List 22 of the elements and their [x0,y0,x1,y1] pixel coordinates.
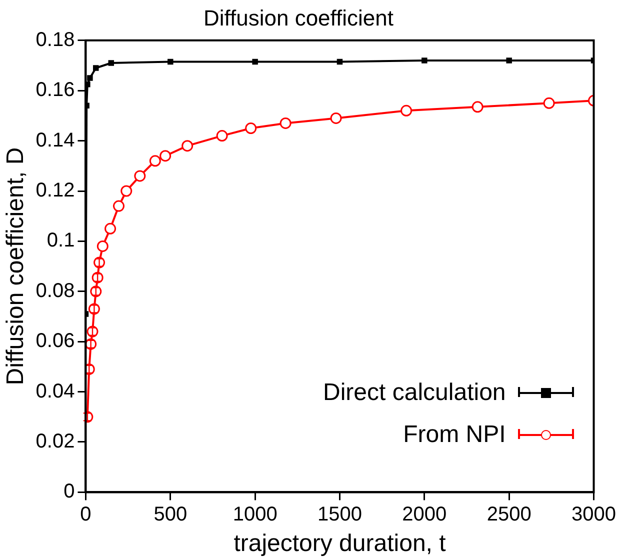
y-tick-label: 0.02 [36,430,75,453]
y-tick-label: 0.12 [36,180,75,202]
x-tick-label: 500 [154,504,188,526]
x-axis-title: trajectory duration, t [234,530,446,558]
chart-title: Diffusion coefficient [204,5,394,30]
x-tick-label: 1500 [317,504,362,526]
x-tick-label: 0 [80,504,92,526]
x-tick-label: 1000 [232,504,278,526]
y-axis-title: Diffusion coefficient, D [2,147,30,386]
legend-label: Direct calculation [323,379,506,408]
y-tick-label: 0.1 [46,230,75,252]
legend-label: From NPI [403,421,506,450]
y-tick-label: 0.06 [36,330,75,352]
y-tick-label: 0.08 [36,280,75,302]
y-tick-label: 0 [64,480,75,503]
y-tick-label: 0.18 [36,28,75,51]
y-tick-label: 0.14 [36,129,75,152]
x-tick-label: 2500 [486,504,532,526]
x-tick-label: 3000 [572,504,616,526]
y-tick-label: 0.16 [36,79,75,102]
y-tick-label: 0.04 [36,380,75,402]
x-tick-label: 2000 [402,504,447,526]
